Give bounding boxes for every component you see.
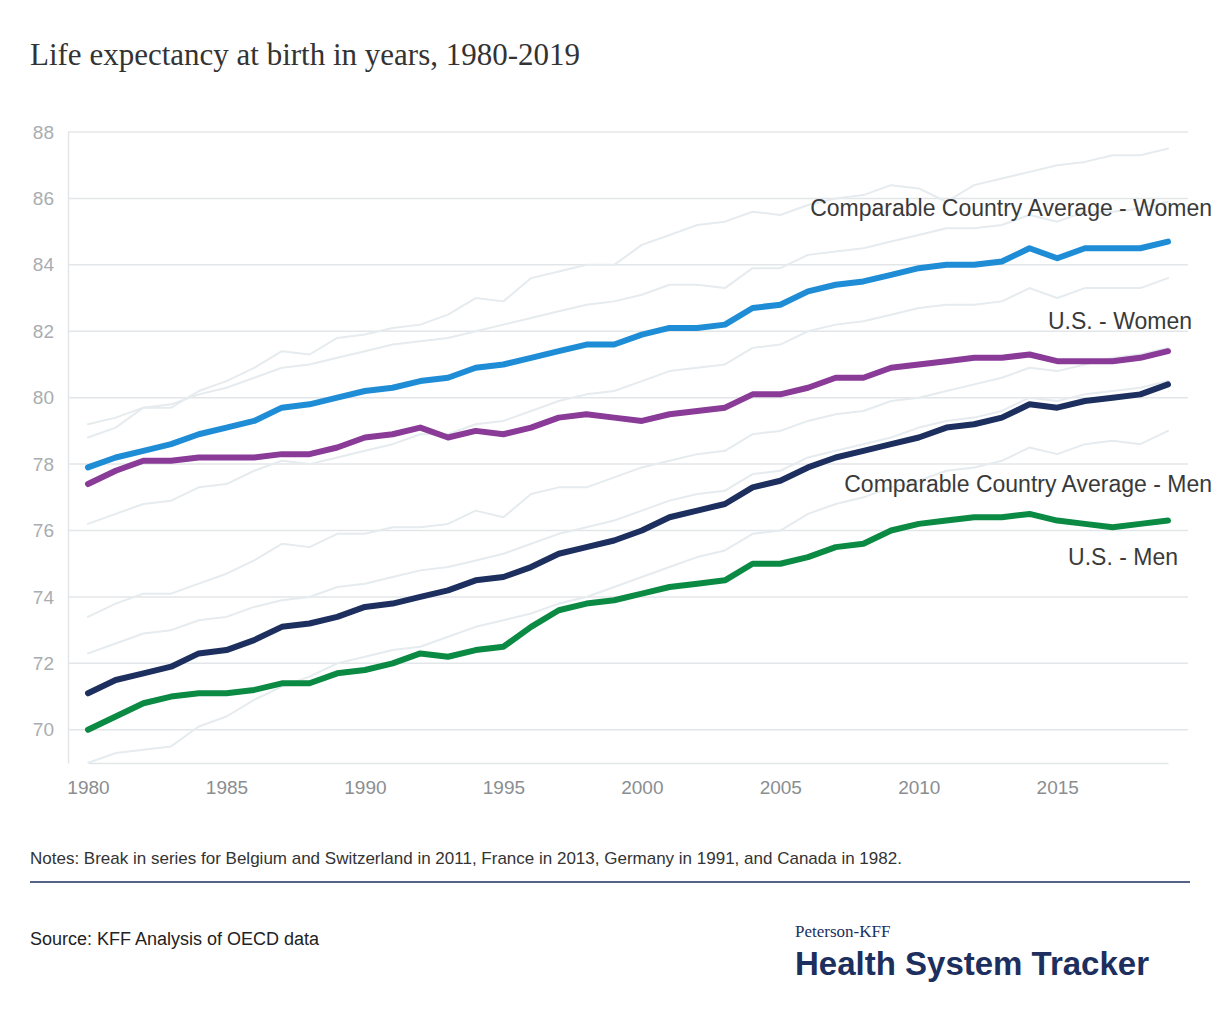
series-label: Comparable Country Average - Women [810, 195, 1212, 221]
grid-line [68, 729, 1188, 731]
x-tick: 1980 [67, 763, 109, 798]
grid-line [68, 530, 1188, 532]
y-tick: 78 [33, 454, 68, 475]
chart-svg: Life expectancy at birth in years, 1980-… [0, 0, 1220, 1020]
y-tick-label: 86 [33, 188, 54, 209]
grid-line [68, 463, 1188, 465]
series-label: Comparable Country Average - Men [844, 471, 1212, 497]
y-tick-label: 80 [33, 387, 54, 408]
x-tick-label: 2005 [760, 777, 802, 798]
grid-line [68, 397, 1188, 399]
x-axis-line [89, 763, 1169, 765]
y-tick-label: 70 [33, 719, 54, 740]
x-tick-label: 1995 [483, 777, 525, 798]
grid-line [68, 131, 1188, 133]
source: Source: KFF Analysis of OECD data [30, 929, 320, 949]
brand-main: Health System Tracker [795, 945, 1149, 982]
y-tick: 86 [33, 188, 68, 209]
brand-top: Peterson-KFF [795, 922, 890, 941]
x-axis: 1980 1985 1990 1995 2000 2005 2010 2015 [67, 763, 1168, 798]
notes: Notes: Break in series for Belgium and S… [30, 849, 902, 868]
y-tick: 70 [33, 719, 68, 740]
y-tick: 80 [33, 387, 68, 408]
y-axis-line [68, 133, 70, 764]
series-line [88, 384, 1168, 693]
chart-title: Life expectancy at birth in years, 1980-… [30, 37, 580, 72]
y-tick-label: 82 [33, 321, 54, 342]
background-line [88, 149, 1168, 438]
y-axis: 70 72 74 76 78 80 82 84 86 88 [33, 122, 69, 764]
y-tick-label: 78 [33, 454, 54, 475]
y-tick-label: 72 [33, 653, 54, 674]
x-tick-label: 2010 [898, 777, 940, 798]
grid [68, 132, 1188, 730]
x-tick: 2005 [760, 763, 802, 798]
chart-container: Life expectancy at birth in years, 1980-… [0, 0, 1220, 1020]
series-line [88, 514, 1168, 730]
series-label: U.S. - Women [1048, 308, 1192, 334]
series-label: U.S. - Men [1068, 544, 1178, 570]
y-tick: 88 [33, 122, 68, 143]
y-tick-label: 88 [33, 122, 54, 143]
x-tick-label: 1985 [206, 777, 248, 798]
series-labels: Comparable Country Average - Women U.S. -… [810, 195, 1212, 570]
y-tick-label: 74 [33, 587, 55, 608]
grid-line [68, 663, 1188, 665]
background-line [88, 202, 1168, 425]
x-tick-label: 1990 [344, 777, 386, 798]
x-tick: 1985 [206, 763, 248, 798]
plot-area [88, 149, 1168, 763]
grid-line [68, 264, 1188, 266]
y-tick: 74 [33, 587, 68, 608]
x-tick-label: 2015 [1037, 777, 1079, 798]
y-tick: 76 [33, 520, 68, 541]
x-tick: 1990 [344, 763, 386, 798]
y-tick: 82 [33, 321, 68, 342]
x-tick: 2000 [621, 763, 663, 798]
x-tick: 2015 [1037, 763, 1079, 798]
y-tick-label: 76 [33, 520, 54, 541]
divider [30, 881, 1190, 883]
y-tick-label: 84 [33, 254, 55, 275]
y-tick: 84 [33, 254, 68, 275]
grid-line [68, 331, 1188, 333]
x-tick-label: 1980 [67, 777, 109, 798]
x-tick: 1995 [483, 763, 525, 798]
x-tick: 2010 [898, 763, 940, 798]
x-tick-label: 2000 [621, 777, 663, 798]
y-tick: 72 [33, 653, 68, 674]
